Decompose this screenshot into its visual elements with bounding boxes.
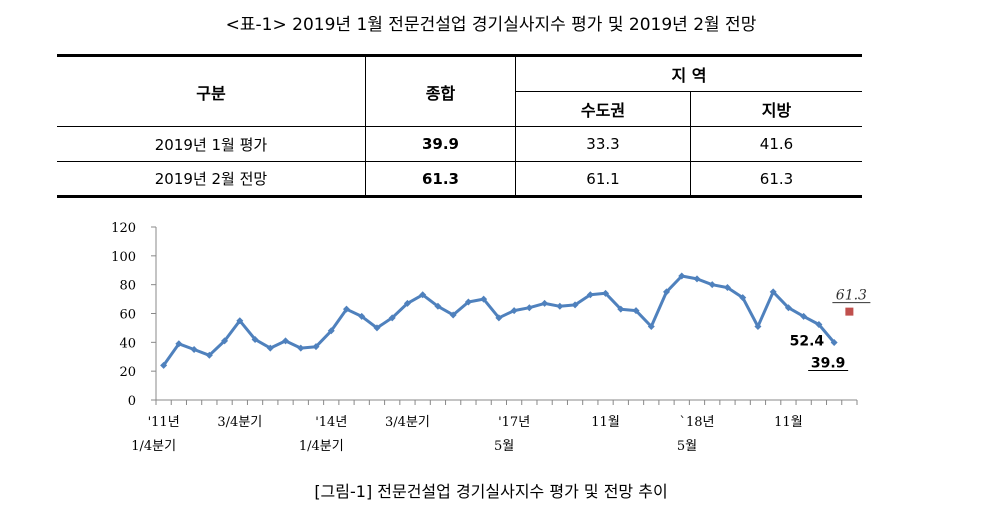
table-row: 2019년 2월 전망 61.3 61.1 61.3: [57, 161, 862, 197]
x-axis: '11년 1/4분기 3/4분기 '14년 1/4분기 3/4분기 '17년 5월 11월 `18…: [131, 399, 858, 454]
svg-text:20: 20: [119, 365, 136, 380]
svg-text:'14년: '14년: [315, 415, 347, 430]
svg-text:39.9: 39.9: [811, 355, 846, 371]
svg-text:'11년: '11년: [148, 415, 180, 430]
header-local: 지방: [690, 91, 862, 127]
svg-text:5월: 5월: [494, 439, 514, 454]
header-capital: 수도권: [515, 91, 691, 127]
header-total: 종합: [365, 55, 516, 127]
svg-text:3/4분기: 3/4분기: [217, 415, 262, 430]
svg-text:5월: 5월: [677, 439, 697, 454]
line-chart: 0 20 40 60 80 100 120 '11년 1/4분기 3/4분기 '14년 1/4분기 3…: [111, 221, 871, 454]
svg-text:`18년: `18년: [679, 415, 714, 430]
svg-text:120: 120: [111, 221, 136, 236]
summary-table: 구분 종합 지 역 수도권 지방 2019년 1월 평가 39.9 33.3 4…: [57, 54, 862, 198]
svg-text:0: 0: [128, 394, 136, 409]
index-series: [160, 272, 838, 369]
row-capital: 61.1: [515, 161, 691, 197]
svg-text:3/4분기: 3/4분기: [385, 415, 430, 430]
table-row: 2019년 1월 평가 39.9 33.3 41.6: [57, 126, 862, 162]
table-title: <표-1> 2019년 1월 전문건설업 경기실사지수 평가 및 2019년 2…: [225, 15, 757, 35]
header-region-group: 지 역: [515, 55, 862, 92]
svg-text:100: 100: [111, 250, 136, 265]
row-total: 61.3: [365, 161, 516, 197]
data-labels: 52.4 39.9 61.3: [790, 288, 871, 371]
svg-text:40: 40: [119, 336, 136, 351]
figure-caption: [그림-1] 전문건설업 경기실사지수 평가 및 전망 추이: [314, 482, 668, 501]
row-label: 2019년 1월 평가: [57, 126, 366, 162]
svg-text:11월: 11월: [591, 415, 620, 430]
svg-text:60: 60: [119, 308, 136, 323]
forecast-marker: [845, 307, 854, 316]
svg-text:11월: 11월: [774, 415, 803, 430]
svg-text:1/4분기: 1/4분기: [131, 439, 176, 454]
header-category: 구분: [57, 55, 366, 127]
row-capital: 33.3: [515, 126, 691, 162]
row-label: 2019년 2월 전망: [57, 161, 366, 197]
row-local: 41.6: [690, 126, 862, 162]
svg-text:61.3: 61.3: [836, 288, 867, 304]
svg-text:'17년: '17년: [498, 415, 530, 430]
svg-text:1/4분기: 1/4분기: [299, 439, 344, 454]
svg-text:80: 80: [119, 279, 136, 294]
row-total: 39.9: [365, 126, 516, 162]
row-local: 61.3: [690, 161, 862, 197]
svg-text:52.4: 52.4: [790, 333, 825, 349]
y-axis: 0 20 40 60 80 100 120: [111, 221, 157, 409]
